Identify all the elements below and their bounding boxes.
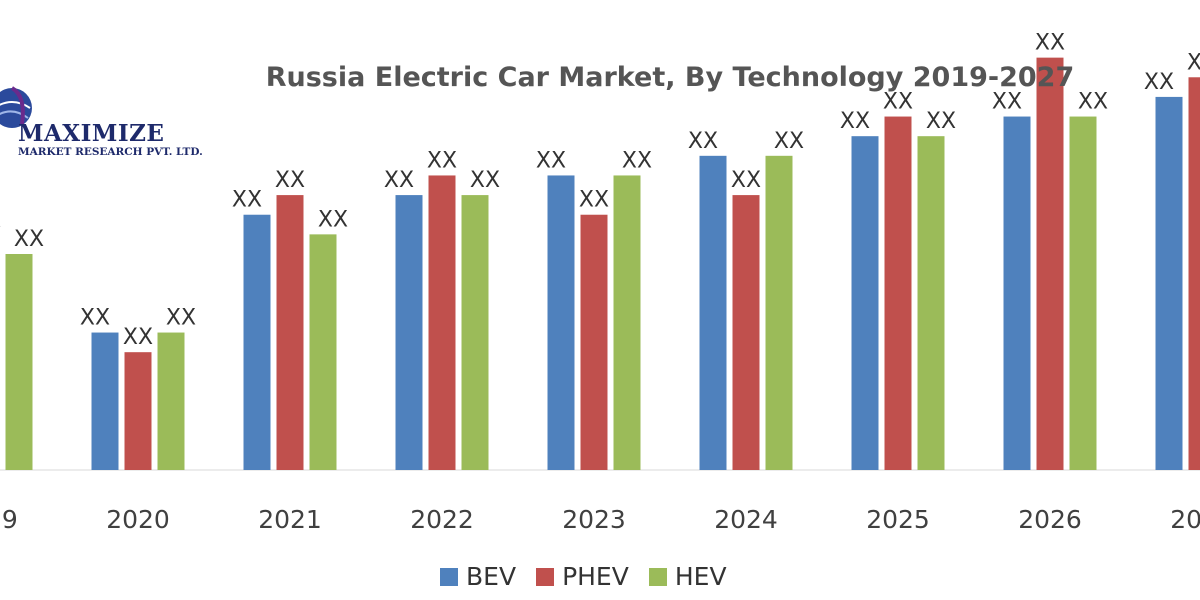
bar-phev-2027 — [1188, 77, 1200, 470]
logo-subtitle: MARKET RESEARCH PVT. LTD. — [18, 146, 203, 158]
data-label-hev-2020: XX — [166, 306, 196, 331]
legend-item-phev: PHEV — [536, 562, 629, 591]
legend-label-bev: BEV — [466, 562, 517, 591]
x-tick-label-2027: 2027 — [1170, 505, 1200, 534]
data-label-bev-2020: XX — [80, 306, 110, 331]
bar-phev-2022 — [428, 175, 456, 471]
x-tick-label-2021: 2021 — [258, 505, 322, 534]
bar-phev-2020 — [124, 352, 152, 470]
data-label-phev-2026: XX — [1035, 31, 1065, 56]
legend-swatch-phev — [536, 567, 555, 586]
bar-hev-2020 — [157, 332, 185, 470]
data-label-hev-2019: XX — [14, 227, 44, 252]
bar-bev-2021 — [243, 214, 271, 470]
data-label-bev-2024: XX — [688, 129, 718, 154]
legend-item-bev: BEV — [440, 562, 516, 591]
data-label-phev-2021: XX — [275, 168, 305, 193]
bar-phev-2026 — [1036, 57, 1064, 471]
bar-hev-2022 — [461, 195, 489, 470]
bar-phev-2025 — [884, 116, 912, 470]
legend-swatch-bev — [440, 567, 458, 586]
bar-phev-2024 — [732, 195, 760, 470]
bar-hev-2023 — [613, 175, 641, 471]
data-label-bev-2027: XX — [1144, 70, 1174, 95]
bar-hev-2019 — [5, 254, 33, 470]
data-label-phev-2025: XX — [883, 90, 913, 115]
data-label-bev-2023: XX — [536, 148, 566, 173]
company-logo — [0, 78, 240, 168]
bar-bev-2020 — [91, 332, 119, 470]
x-tick-label-2025: 2025 — [866, 505, 930, 534]
logo-name: MAXIMIZE — [18, 120, 165, 147]
bar-hev-2024 — [765, 155, 793, 470]
x-tick-label-2026: 2026 — [1018, 505, 1082, 534]
x-tick-label-2020: 2020 — [106, 505, 170, 534]
data-label-hev-2024: XX — [774, 129, 804, 154]
legend-label-hev: HEV — [674, 562, 727, 591]
legend-swatch-hev — [648, 567, 667, 586]
data-label-hev-2026: XX — [1078, 90, 1108, 115]
bar-phev-2023 — [580, 214, 608, 470]
data-label-bev-2025: XX — [840, 109, 870, 134]
data-label-bev-2021: XX — [232, 188, 262, 213]
data-label-phev-2024: XX — [731, 168, 761, 193]
x-tick-label-2023: 2023 — [562, 505, 626, 534]
chart-title: Russia Electric Car Market, By Technolog… — [265, 62, 1075, 93]
data-label-bev-2022: XX — [384, 168, 414, 193]
chart-legend: BEV PHEV HEV — [440, 562, 727, 591]
bar-bev-2025 — [851, 136, 879, 470]
x-tick-label-2019: 2019 — [0, 505, 18, 534]
data-label-phev-2023: XX — [579, 188, 609, 213]
bar-bev-2022 — [395, 195, 423, 470]
data-label-phev-2027: XX — [1187, 50, 1200, 75]
data-label-phev-2022: XX — [427, 148, 457, 173]
data-label-hev-2023: XX — [622, 148, 652, 173]
bar-bev-2024 — [699, 155, 727, 470]
bar-bev-2026 — [1003, 116, 1031, 470]
data-label-phev-2019: XX — [0, 207, 1, 232]
bar-hev-2026 — [1069, 116, 1097, 470]
x-tick-label-2024: 2024 — [714, 505, 778, 534]
legend-item-hev: HEV — [648, 562, 727, 591]
data-label-hev-2021: XX — [318, 207, 348, 232]
x-tick-label-2022: 2022 — [410, 505, 474, 534]
data-label-phev-2020: XX — [123, 325, 153, 350]
bar-hev-2021 — [309, 234, 337, 470]
bar-phev-2021 — [276, 195, 304, 470]
bar-bev-2023 — [547, 175, 575, 471]
data-label-hev-2025: XX — [926, 109, 956, 134]
bar-hev-2025 — [917, 136, 945, 470]
legend-label-phev: PHEV — [562, 562, 629, 591]
bar-bev-2027 — [1155, 96, 1183, 470]
data-label-bev-2026: XX — [992, 90, 1022, 115]
data-label-hev-2022: XX — [470, 168, 500, 193]
globe-icon — [0, 86, 32, 128]
